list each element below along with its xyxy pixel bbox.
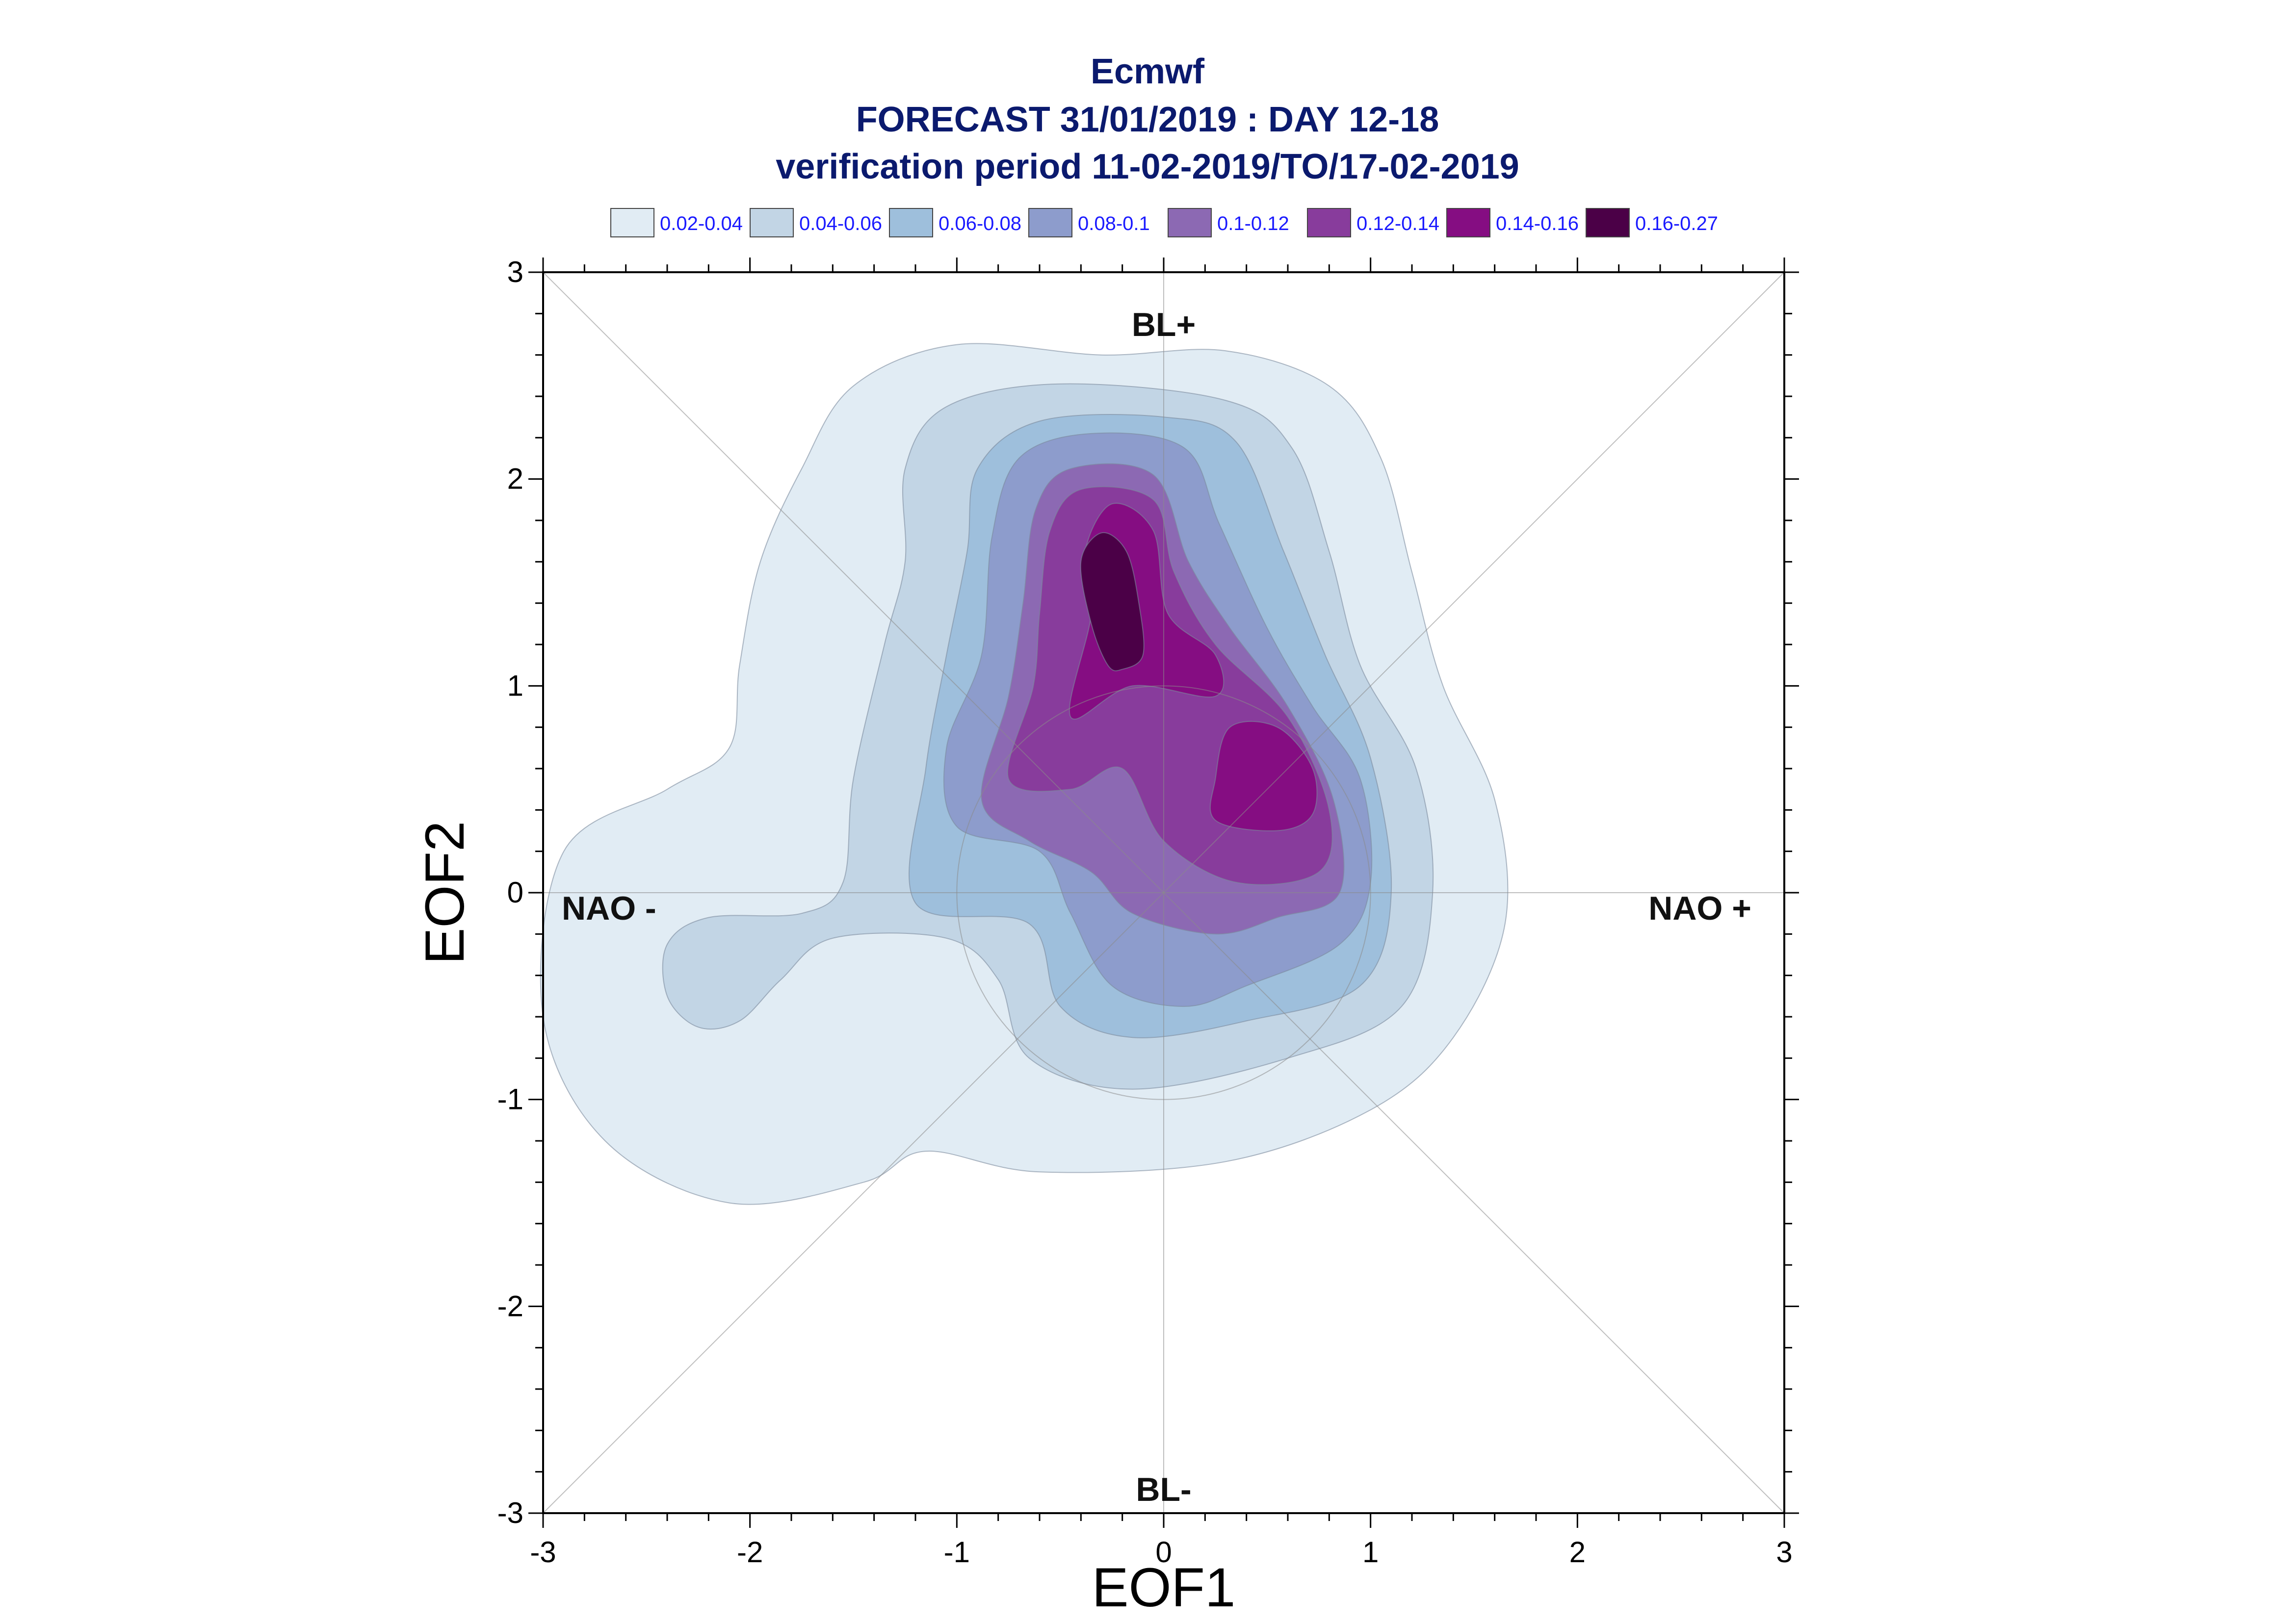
chart-title-line2: FORECAST 31/01/2019 : DAY 12-18 [856,100,1439,139]
legend-label: 0.06-0.08 [939,213,1021,234]
legend-swatch [750,208,794,237]
x-tick-label: -2 [737,1536,763,1569]
region-label-bl-minus: BL- [1136,1471,1191,1508]
axis-ticks: -3 -2 -1 0 1 2 3 3 2 1 0 -1 -2 -3 [497,256,1799,1569]
legend-swatch [889,208,933,237]
legend-item: 0.16-0.27 [1586,208,1718,237]
x-tick-label: -1 [944,1536,970,1569]
x-tick-label: 0 [1155,1536,1172,1569]
y-tick-label: -3 [497,1496,523,1529]
x-tick-label: 1 [1362,1536,1379,1569]
legend-label: 0.08-0.1 [1078,213,1150,234]
legend-label: 0.16-0.27 [1635,213,1718,234]
legend-item: 0.02-0.04 [610,208,743,237]
legend-item: 0.06-0.08 [889,208,1021,237]
y-tick-label: -2 [497,1289,523,1322]
legend-label: 0.04-0.06 [799,213,882,234]
legend-swatch [610,208,654,237]
x-axis-title: EOF1 [1092,1557,1236,1618]
legend-item: 0.1-0.12 [1168,208,1289,237]
y-tick-label: 0 [507,876,523,909]
x-tick-label: 2 [1569,1536,1586,1569]
region-label-nao-plus: NAO + [1648,890,1751,927]
y-tick-label: 3 [507,256,523,288]
legend-item: 0.08-0.1 [1028,208,1150,237]
legend-item: 0.04-0.06 [750,208,882,237]
legend-label: 0.14-0.16 [1496,213,1579,234]
guide-lines [543,272,1785,1514]
y-axis-title: EOF2 [414,821,475,965]
plot-area: -3 -2 -1 0 1 2 3 3 2 1 0 -1 -2 -3 [497,256,1799,1569]
y-tick-label: 1 [507,669,523,702]
contour-level-8 [1080,532,1145,671]
legend-swatch [1446,208,1490,237]
legend-item: 0.14-0.16 [1446,208,1579,237]
x-tick-label: -3 [530,1536,556,1569]
legend-swatch [1028,208,1072,237]
x-tick-label: 3 [1776,1536,1792,1569]
region-label-bl-plus: BL+ [1132,306,1196,343]
region-label-nao-minus: NAO - [562,890,656,927]
y-tick-label: -1 [497,1083,523,1116]
legend-swatch [1168,208,1212,237]
color-legend: 0.02-0.04 0.04-0.06 0.06-0.08 0.08-0.1 0.1-0… [610,208,1718,237]
legend-label: 0.1-0.12 [1217,213,1289,234]
legend-item: 0.12-0.14 [1307,208,1439,237]
chart-title-line3: verification period 11-02-2019/TO/17-02-… [776,147,1519,186]
legend-swatch [1586,208,1630,237]
legend-label: 0.02-0.04 [660,213,743,234]
y-tick-label: 2 [507,463,523,495]
contour-level-7-part-2 [1209,721,1318,831]
legend-label: 0.12-0.14 [1356,213,1439,234]
chart-title-line1: Ecmwf [1091,52,1205,91]
reference-circle [956,685,1371,1100]
legend-swatch [1307,208,1351,237]
density-contours [540,343,1509,1205]
